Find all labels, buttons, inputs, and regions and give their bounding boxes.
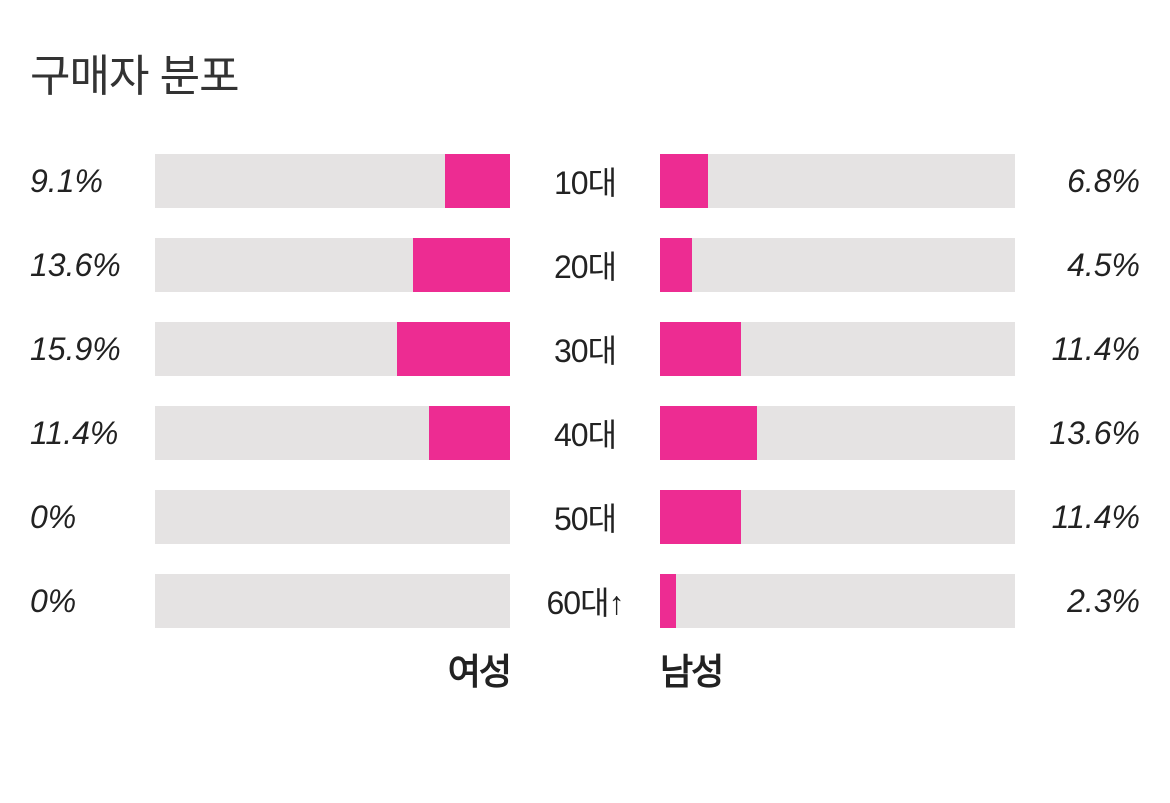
age-label: 20대 [520,242,650,288]
right-bar-fill [660,406,757,460]
axis-labels: 여성 남성 [30,643,1140,695]
left-pct-label: 0% [30,583,140,620]
left-pct-label: 13.6% [30,247,140,284]
age-label: 10대 [520,158,650,204]
left-bar-fill [429,406,510,460]
chart-row: 0% 50대 11.4% [30,490,1140,544]
left-bar-fill [413,238,510,292]
chart-row: 9.1% 10대 6.8% [30,154,1140,208]
right-axis-label: 남성 [660,643,1015,695]
right-bar-fill [660,322,741,376]
left-pct-label: 11.4% [30,415,140,452]
chart-title: 구매자 분포 [30,40,1140,104]
chart-row: 15.9% 30대 11.4% [30,322,1140,376]
right-pct-label: 4.5% [1030,247,1140,284]
left-pct-label: 15.9% [30,331,140,368]
left-axis-label: 여성 [155,643,510,695]
left-bar [155,322,510,376]
chart-row: 11.4% 40대 13.6% [30,406,1140,460]
right-pct-label: 13.6% [1030,415,1140,452]
chart-row: 13.6% 20대 4.5% [30,238,1140,292]
left-bar [155,406,510,460]
age-label: 60대↑ [520,578,650,624]
chart-container: 9.1%10대6.8%13.6%20대4.5%15.9%30대11.4%11.4… [30,154,1140,628]
age-label: 40대 [520,410,650,456]
right-bar-fill [660,154,708,208]
right-bar-fill [660,238,692,292]
right-pct-label: 2.3% [1030,583,1140,620]
right-bar [660,574,1015,628]
right-bar [660,490,1015,544]
left-bar [155,490,510,544]
right-bar-fill [660,490,741,544]
right-bar [660,238,1015,292]
right-bar [660,322,1015,376]
right-pct-label: 11.4% [1030,499,1140,536]
age-label: 30대 [520,326,650,372]
left-pct-label: 9.1% [30,163,140,200]
right-pct-label: 11.4% [1030,331,1140,368]
left-bar [155,574,510,628]
age-label: 50대 [520,494,650,540]
right-pct-label: 6.8% [1030,163,1140,200]
left-bar [155,238,510,292]
left-bar-fill [445,154,510,208]
left-bar [155,154,510,208]
chart-row: 0% 60대↑ 2.3% [30,574,1140,628]
right-bar [660,406,1015,460]
right-bar [660,154,1015,208]
right-bar-fill [660,574,676,628]
left-bar-fill [397,322,510,376]
left-pct-label: 0% [30,499,140,536]
